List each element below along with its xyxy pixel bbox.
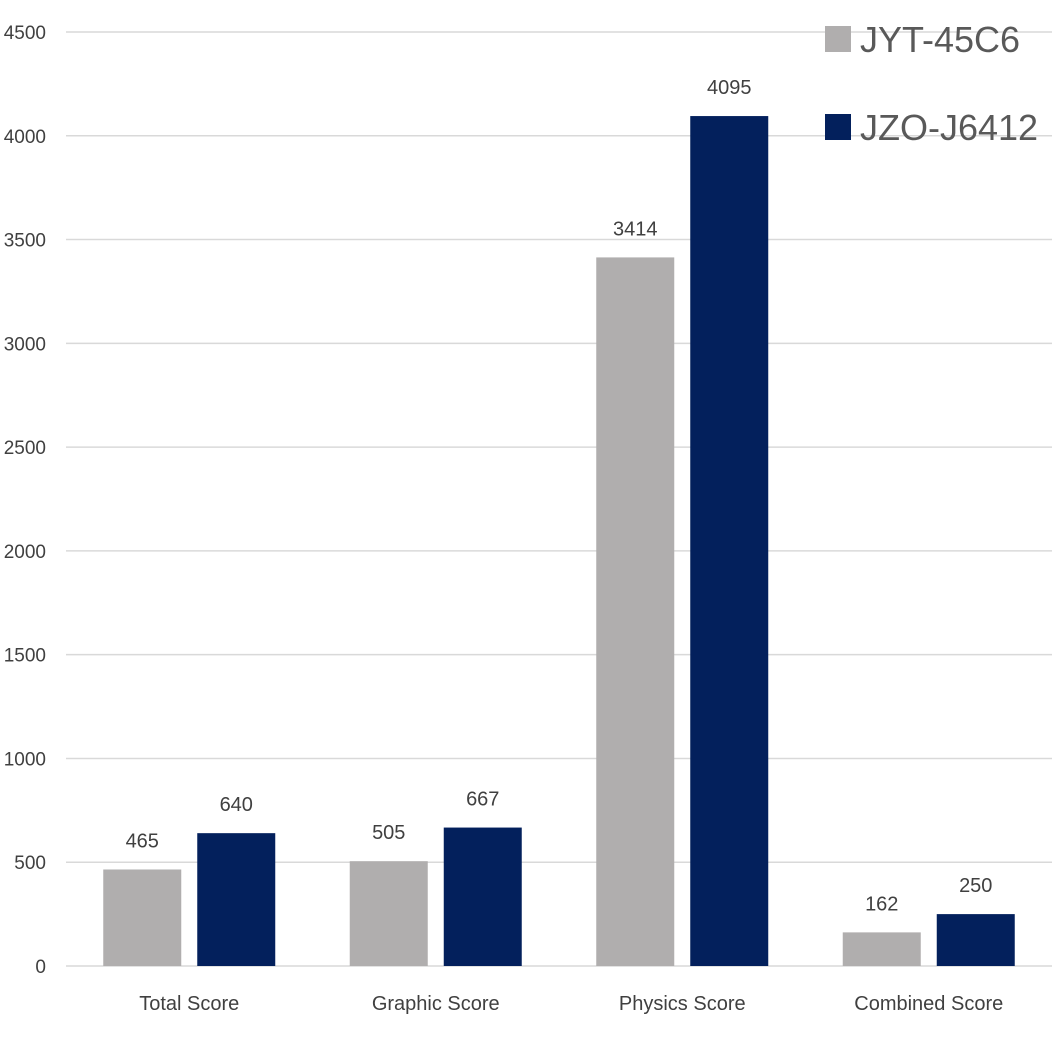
x-tick-label: Total Score xyxy=(139,993,239,1015)
data-label: 640 xyxy=(220,794,253,816)
bar xyxy=(349,861,428,966)
bar xyxy=(443,827,522,966)
y-tick-label: 2500 xyxy=(4,438,46,459)
data-label: 250 xyxy=(959,875,992,897)
legend: JYT-45C6 JZO-J6412 xyxy=(825,19,1038,148)
y-tick-label: 3000 xyxy=(4,334,46,355)
y-tick-label: 4500 xyxy=(4,23,46,44)
y-axis: 0 500 1000 1500 2000 2500 3000 3500 4000 4500 xyxy=(4,23,46,978)
legend-label: JYT-45C6 xyxy=(860,19,1020,60)
y-tick-label: 4000 xyxy=(4,127,46,148)
data-label: 4095 xyxy=(707,77,752,99)
data-label: 667 xyxy=(466,789,499,811)
data-label: 505 xyxy=(372,822,405,844)
data-label: 465 xyxy=(126,830,159,852)
bar xyxy=(936,914,1015,966)
x-tick-label: Combined Score xyxy=(854,993,1003,1015)
y-tick-label: 3500 xyxy=(4,231,46,252)
bar xyxy=(596,257,675,966)
legend-swatch xyxy=(825,26,851,52)
bars: 465 640 505 667 3414 4095 162 250 xyxy=(103,77,1015,966)
y-tick-label: 2000 xyxy=(4,542,46,563)
data-label: 162 xyxy=(865,893,898,915)
gridlines xyxy=(66,31,1052,967)
y-tick-label: 0 xyxy=(35,957,46,978)
bar xyxy=(197,833,276,966)
legend-swatch xyxy=(825,114,851,140)
x-tick-label: Physics Score xyxy=(619,993,746,1015)
y-tick-label: 500 xyxy=(14,853,46,874)
x-tick-label: Graphic Score xyxy=(372,993,500,1015)
data-label: 3414 xyxy=(613,218,658,240)
y-tick-label: 1500 xyxy=(4,646,46,667)
legend-label: JZO-J6412 xyxy=(860,107,1038,148)
x-axis: Total Score Graphic Score Physics Score Com… xyxy=(139,993,1003,1015)
bar xyxy=(103,869,182,966)
bar xyxy=(690,116,769,966)
bar xyxy=(842,932,921,966)
y-tick-label: 1000 xyxy=(4,749,46,770)
